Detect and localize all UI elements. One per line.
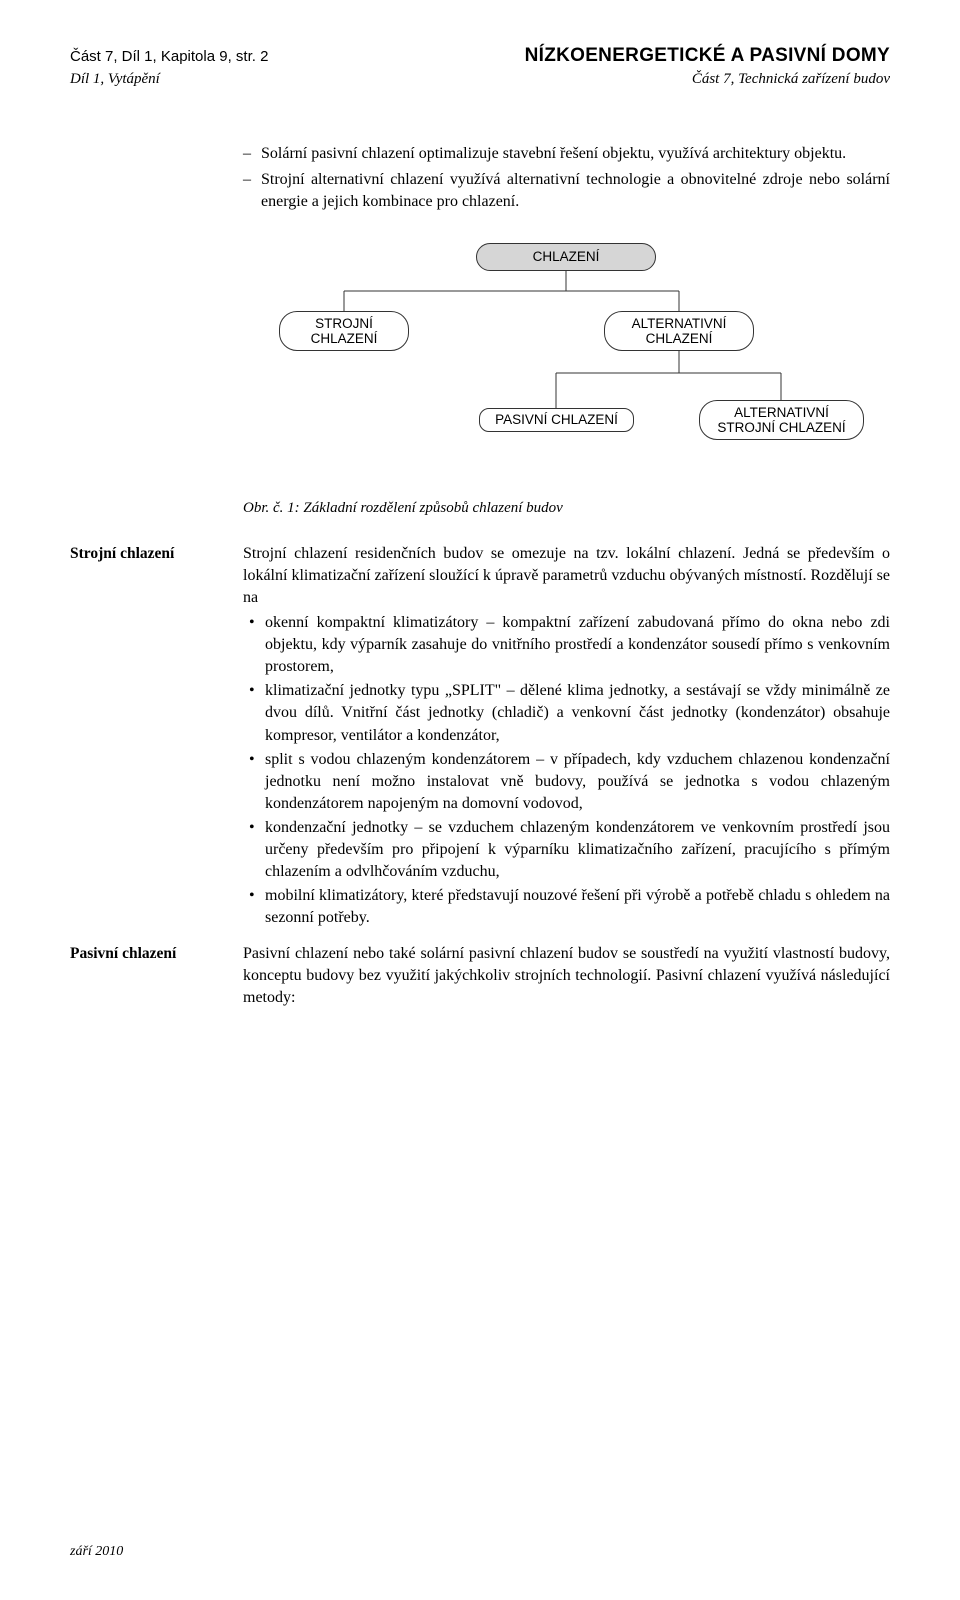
diagram-node-pasivni: PASIVNÍ CHLAZENÍ xyxy=(479,408,634,432)
diagram-node-altstrojni: ALTERNATIVNÍSTROJNÍ CHLAZENÍ xyxy=(699,400,864,440)
cooling-diagram: CHLAZENÍ STROJNÍCHLAZENÍ ALTERNATIVNÍCHL… xyxy=(259,243,874,468)
diagram-node-root: CHLAZENÍ xyxy=(476,243,656,271)
bullet-item: kondenzační jednotky – se vzduchem chlaz… xyxy=(265,817,890,883)
intro-list: –Solární pasivní chlazení optimalizuje s… xyxy=(243,143,890,213)
doc-title: NÍZKOENERGETICKÉ A PASIVNÍ DOMY xyxy=(525,45,890,67)
bullet-list: •okenní kompaktní klimatizátory – kompak… xyxy=(243,612,890,929)
diagram-node-alternativni: ALTERNATIVNÍCHLAZENÍ xyxy=(604,311,754,351)
section-right: Část 7, Technická zařízení budov xyxy=(692,71,890,88)
figure-caption: Obr. č. 1: Základní rozdělení způsobů ch… xyxy=(243,498,890,519)
bullet-item: split s vodou chlazeným kondenzátorem – … xyxy=(265,749,890,815)
intro-item: Strojní alternativní chlazení využívá al… xyxy=(261,169,890,213)
side-heading-strojni: Strojní chlazení xyxy=(70,543,225,564)
page-footer-date: září 2010 xyxy=(70,1544,123,1560)
intro-item: Solární pasivní chlazení optimalizuje st… xyxy=(261,143,846,165)
bullet-item: okenní kompaktní klimatizátory – kompakt… xyxy=(265,612,890,678)
bullet-item: klimatizační jednotky typu „SPLIT" – děl… xyxy=(265,680,890,746)
diagram-node-strojni: STROJNÍCHLAZENÍ xyxy=(279,311,409,351)
strojni-intro-paragraph: Strojní chlazení residenčních budov se o… xyxy=(243,543,890,609)
section-left: Díl 1, Vytápění xyxy=(70,71,160,88)
page-ref: Část 7, Díl 1, Kapitola 9, str. 2 xyxy=(70,48,268,65)
side-heading-pasivni: Pasivní chlazení xyxy=(70,943,225,964)
bullet-item: mobilní klimatizátory, které představují… xyxy=(265,885,890,929)
pasivni-paragraph: Pasivní chlazení nebo také solární pasiv… xyxy=(243,943,890,1009)
